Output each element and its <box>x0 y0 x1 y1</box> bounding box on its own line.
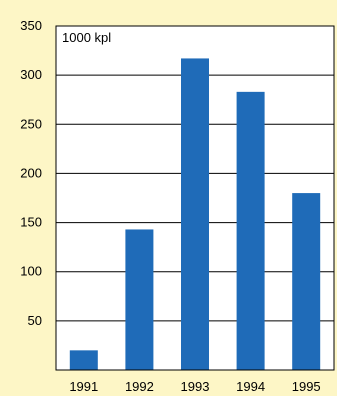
y-tick-labels: 50 100 150 200 250 300 350 <box>20 18 42 328</box>
x-tick-labels: 1991 1992 1993 1994 1995 <box>69 379 320 394</box>
y-tick-label: 150 <box>20 215 42 230</box>
y-tick-label: 100 <box>20 264 42 279</box>
y-tick-label: 300 <box>20 67 42 82</box>
y-tick-label: 350 <box>20 18 42 33</box>
bar-1994 <box>236 91 265 370</box>
x-tick-label: 1992 <box>125 379 154 394</box>
bar-1995 <box>292 193 321 370</box>
bars <box>69 58 321 370</box>
x-tick-label: 1995 <box>292 379 321 394</box>
bar-1992 <box>125 229 154 370</box>
x-tick-label: 1993 <box>181 379 210 394</box>
x-tick-label: 1994 <box>236 379 265 394</box>
bar-1991 <box>69 350 98 370</box>
y-tick-label: 250 <box>20 116 42 131</box>
unit-label: 1000 kpl <box>62 30 111 45</box>
bar-1993 <box>181 58 209 370</box>
y-tick-label: 50 <box>28 313 42 328</box>
y-tick-label: 200 <box>20 165 42 180</box>
x-tick-label: 1991 <box>69 379 98 394</box>
plot-frame <box>55 25 335 371</box>
